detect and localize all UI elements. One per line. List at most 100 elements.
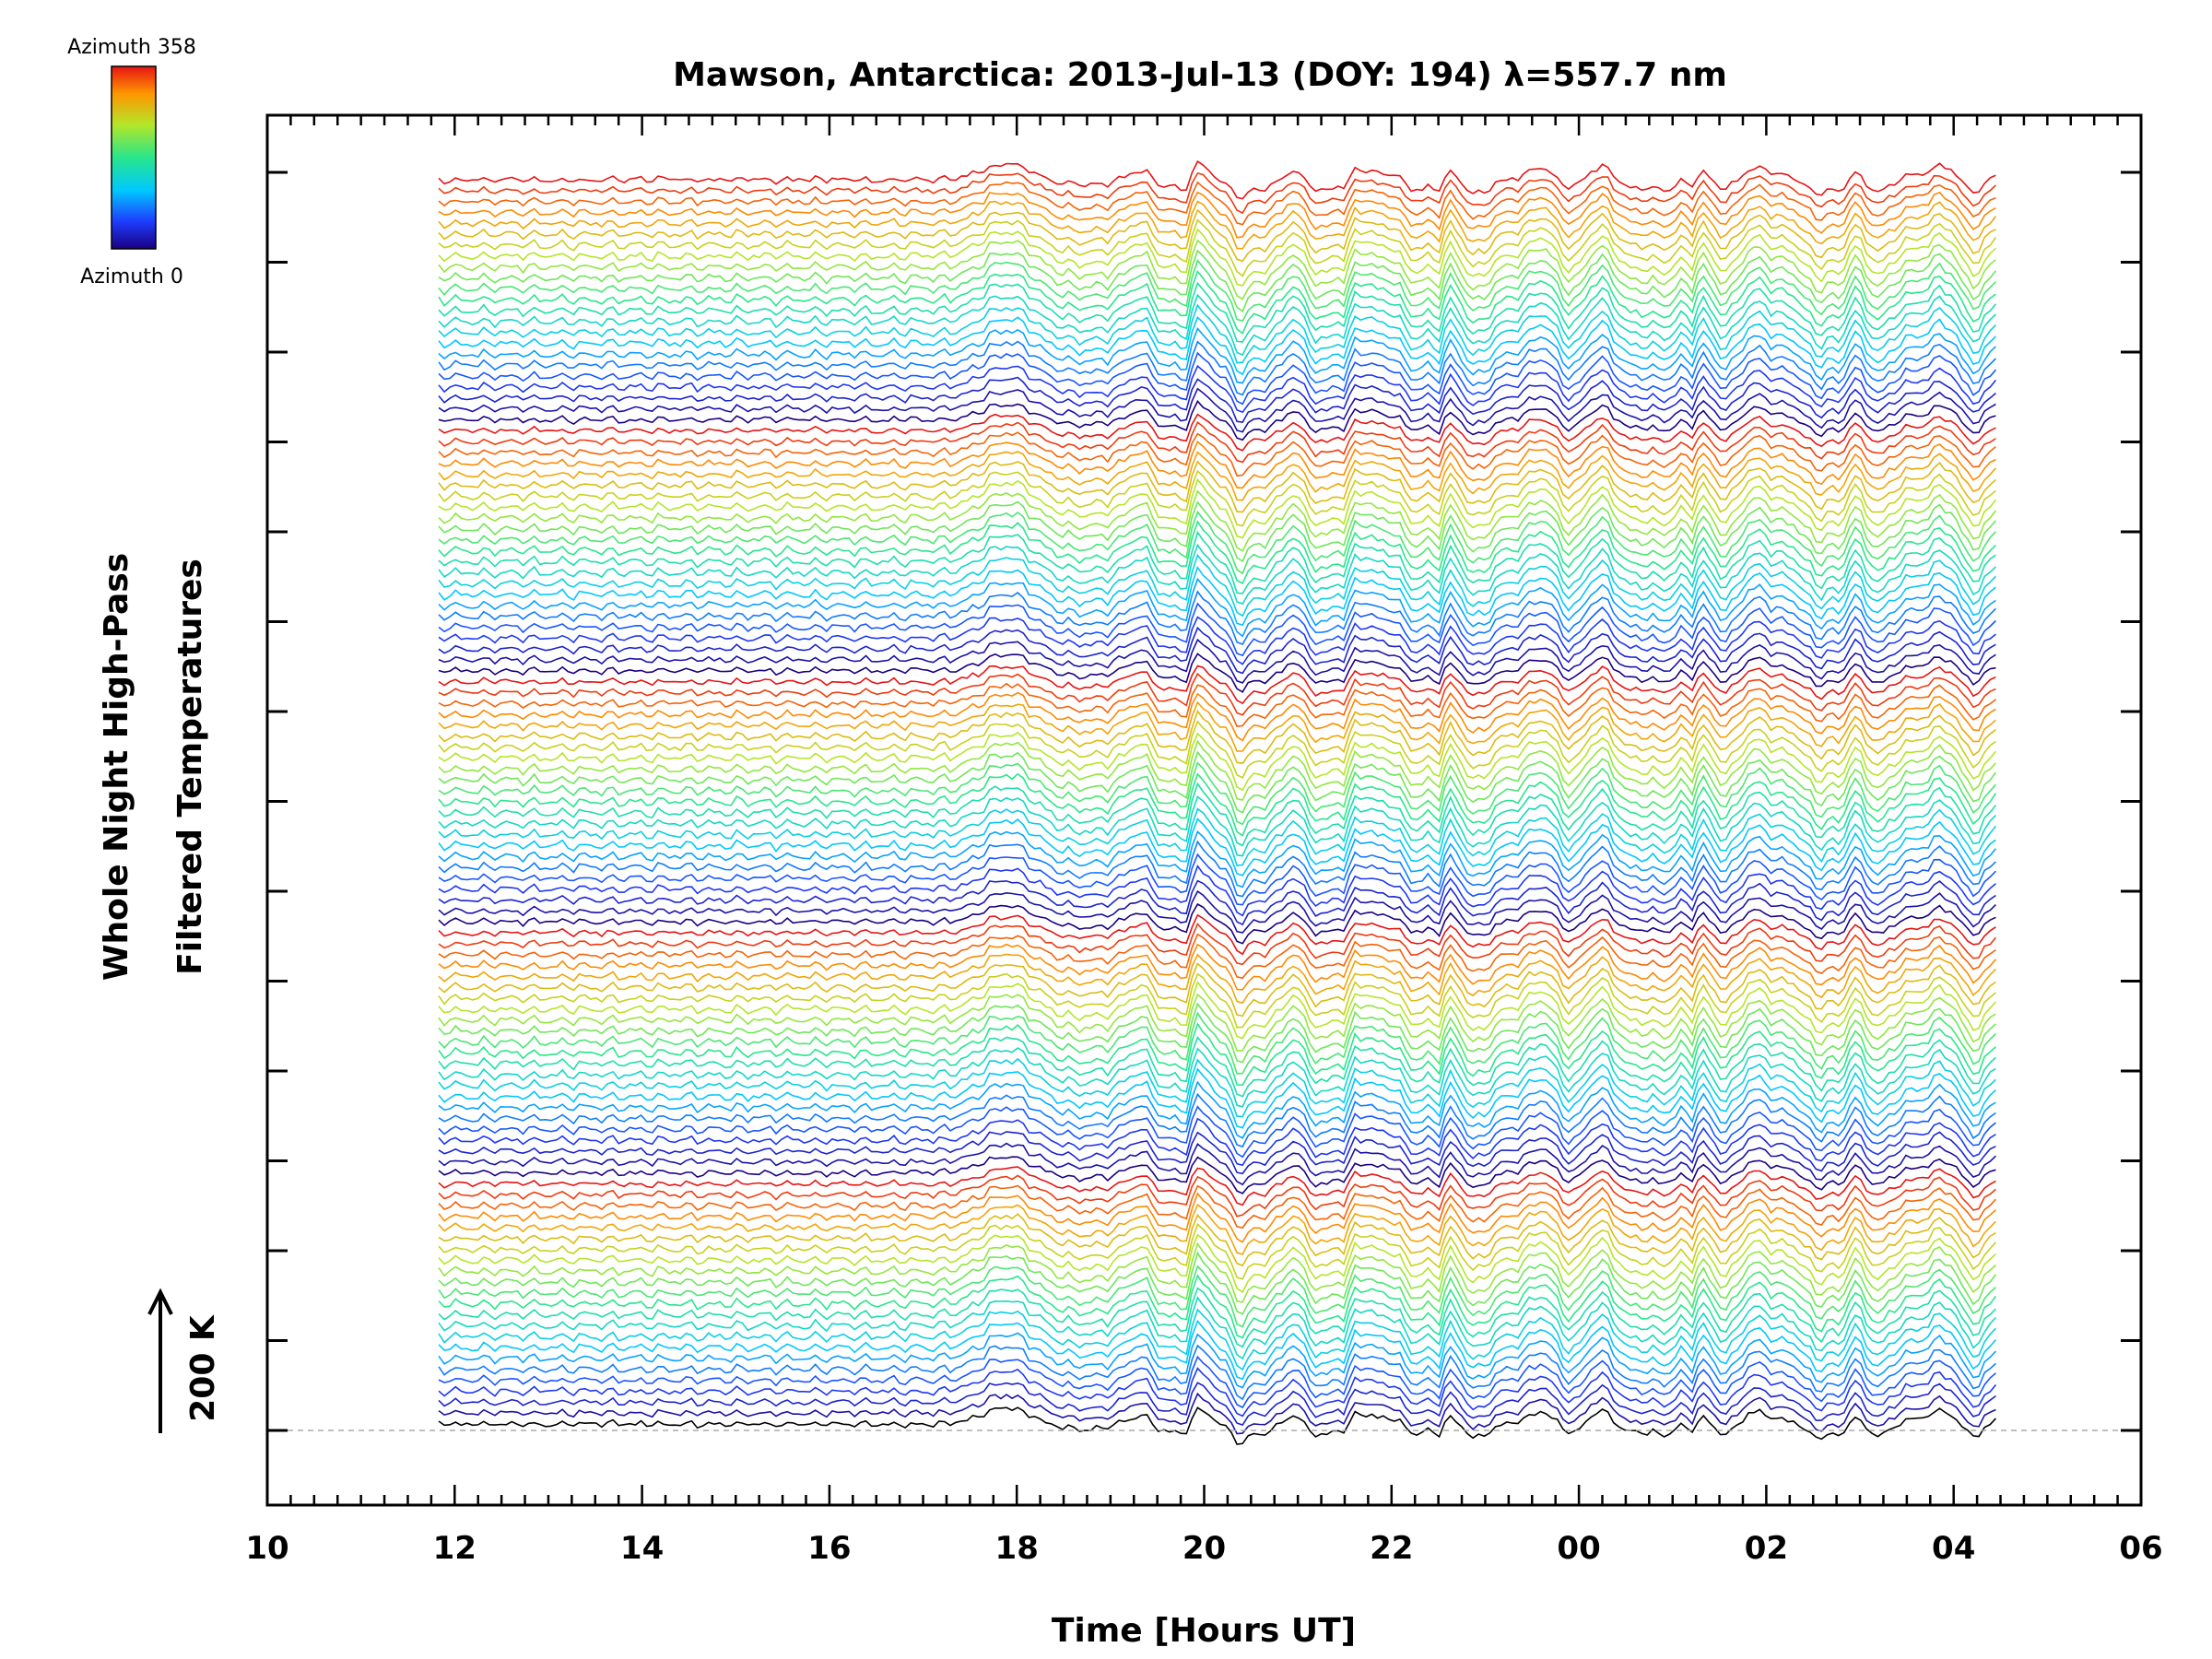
azimuth-trace: [438, 1287, 1996, 1348]
azimuth-trace: [438, 340, 1996, 396]
axis-ticks: [265, 115, 2143, 1505]
azimuth-trace: [438, 840, 1996, 898]
azimuth-trace: [438, 1036, 1996, 1098]
azimuth-trace: [438, 962, 1996, 1018]
colorbar-top-label: Azimuth 358: [67, 36, 196, 59]
azimuth-trace: [438, 259, 1996, 323]
azimuth-trace: [438, 879, 1996, 926]
azimuth-trace: [438, 709, 1996, 765]
azimuth-trace: [438, 616, 1996, 665]
azimuth-trace: [438, 489, 1997, 552]
azimuth-trace: [438, 1392, 1996, 1435]
azimuth-trace: [438, 159, 1996, 200]
azimuth-trace: [438, 1233, 1996, 1293]
azimuth-trace: [438, 1002, 1996, 1064]
azimuth-trace: [438, 1142, 1996, 1186]
azimuth-trace: [438, 500, 1997, 563]
azimuth-trace: [438, 1332, 1996, 1389]
azimuth-trace: [438, 364, 1997, 414]
azimuth-trace: [438, 1092, 1996, 1148]
azimuth-trace: [438, 1166, 1996, 1206]
azimuth-trace: [438, 1203, 1996, 1255]
azimuth-trace: [438, 1131, 1996, 1175]
azimuth-trace: [438, 530, 1996, 594]
azimuth-trace: [438, 200, 1997, 250]
azimuth-trace: [438, 316, 1996, 376]
azimuth-trace: [438, 865, 1996, 917]
azimuth-trace: [438, 460, 1996, 513]
azimuth-trace: [438, 830, 1997, 888]
azimuth-trace: [438, 772, 1997, 837]
traces-layer: [438, 159, 1997, 1445]
azimuth-trace: [438, 1222, 1996, 1280]
azimuth-trace: [438, 208, 1996, 263]
azimuth-trace: [438, 981, 1996, 1040]
x-tick-label: 00: [1557, 1530, 1600, 1567]
azimuth-trace: [438, 1022, 1996, 1087]
azimuth-trace: [438, 376, 1996, 423]
azimuth-trace: [438, 700, 1996, 752]
y-axis-label-line2: Filtered Temperatures: [171, 559, 209, 975]
azimuth-trace: [438, 889, 1996, 934]
x-tick-labels: 10 12 14 16 18 20 22 00 02 04 06: [245, 1530, 2162, 1567]
x-tick-label: 06: [2119, 1530, 2162, 1567]
chart-title: Mawson, Antarctica: 2013-Jul-13 (DOY: 19…: [673, 56, 1727, 94]
y-axis-label-line1: Whole Night High-Pass: [98, 553, 135, 981]
azimuth-trace: [438, 853, 1996, 906]
azimuth-trace: [438, 691, 1996, 742]
azimuth-trace: [438, 682, 1996, 727]
azimuth-trace: [438, 191, 1996, 239]
azimuth-trace: [438, 1047, 1996, 1108]
azimuth-trace: [438, 782, 1997, 847]
azimuth-trace: [438, 181, 1996, 226]
azimuth-trace: [438, 477, 1997, 539]
azimuth-trace: [438, 441, 1996, 489]
scale-bar-label: 200 K: [184, 1314, 222, 1422]
azimuth-trace: [438, 1080, 1996, 1139]
azimuth-trace: [438, 750, 1997, 814]
azimuth-trace: [438, 171, 1996, 215]
azimuth-trace: [438, 387, 1996, 433]
azimuth-trace: [438, 510, 1996, 575]
azimuth-trace: [438, 1241, 1996, 1303]
azimuth-trace: [438, 1265, 1996, 1328]
azimuth-trace: [438, 431, 1996, 477]
azimuth-trace: [438, 577, 1996, 638]
azimuth-trace: [438, 672, 1996, 716]
azimuth-trace: [438, 1184, 1996, 1229]
azimuth-trace: [438, 807, 1997, 866]
azimuth-trace: [438, 469, 1996, 527]
x-tick-label: 12: [433, 1530, 477, 1567]
azimuth-trace: [438, 1355, 1996, 1409]
azimuth-trace: [438, 953, 1996, 1005]
azimuth-trace: [438, 665, 1996, 705]
azimuth-trace: [438, 451, 1997, 501]
azimuth-trace: [438, 293, 1996, 357]
azimuth-trace: [438, 1274, 1997, 1339]
azimuth-trace: [438, 1057, 1996, 1118]
x-tick-label: 02: [1745, 1530, 1788, 1567]
azimuth-trace: [438, 1296, 1996, 1360]
azimuth-trace: [438, 602, 1996, 657]
x-tick-label: 18: [995, 1530, 1039, 1567]
azimuth-trace: [438, 923, 1997, 966]
azimuth-trace: [438, 933, 1996, 980]
azimuth-trace: [438, 761, 1996, 826]
azimuth-trace: [438, 303, 1996, 364]
azimuth-trace: [438, 1156, 1996, 1194]
azimuth-trace: [438, 1406, 1996, 1445]
azimuth-trace: [438, 1011, 1996, 1075]
azimuth-trace: [438, 1382, 1996, 1426]
azimuth-trace: [438, 913, 1996, 956]
azimuth-trace: [438, 218, 1997, 277]
azimuth-trace: [438, 626, 1996, 675]
azimuth-trace: [438, 326, 1996, 384]
azimuth-trace: [438, 1192, 1996, 1243]
x-tick-label: 14: [620, 1530, 664, 1567]
azimuth-trace: [438, 1319, 1997, 1381]
azimuth-trace: [438, 902, 1996, 945]
azimuth-trace: [438, 553, 1996, 618]
azimuth-trace: [438, 1067, 1996, 1129]
azimuth-trace: [438, 1308, 1996, 1371]
azimuth-trace: [438, 239, 1996, 300]
